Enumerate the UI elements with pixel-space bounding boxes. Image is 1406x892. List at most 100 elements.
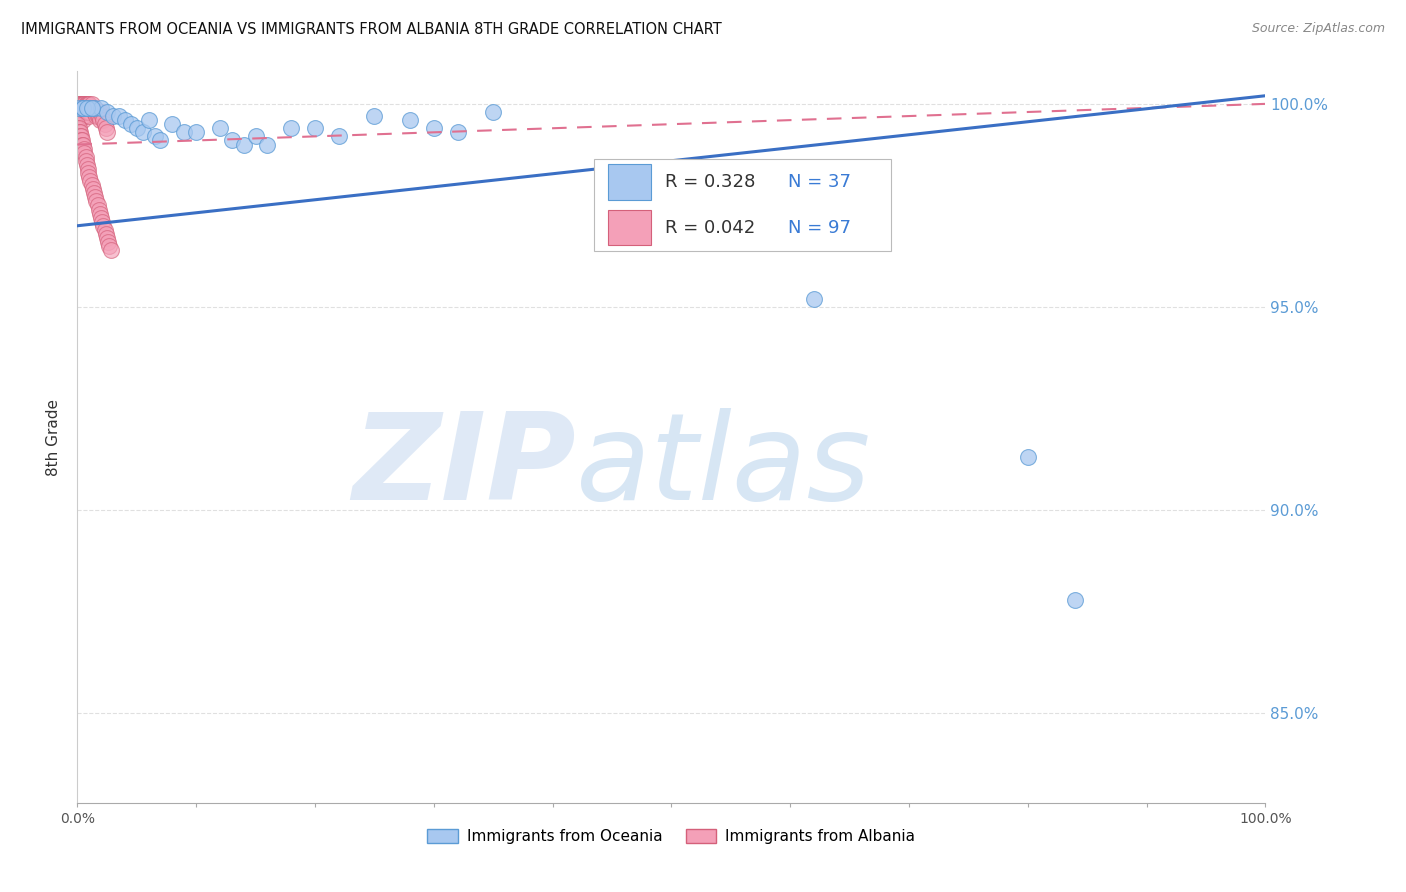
Immigrants from Oceania [363, 109, 385, 123]
Immigrants from Oceania [423, 121, 446, 136]
Immigrants from Albania [77, 96, 100, 111]
Immigrants from Albania [70, 109, 93, 123]
Immigrants from Albania [77, 169, 100, 184]
Immigrants from Albania [93, 223, 115, 237]
Immigrants from Albania [66, 105, 89, 120]
Immigrants from Albania [67, 109, 90, 123]
Immigrants from Albania [91, 109, 114, 123]
Immigrants from Albania [70, 101, 93, 115]
Immigrants from Albania [73, 101, 96, 115]
Immigrants from Oceania [80, 101, 103, 115]
Immigrants from Albania [84, 105, 107, 120]
Immigrants from Albania [87, 109, 110, 123]
Immigrants from Oceania [256, 137, 278, 152]
Immigrants from Oceania [1064, 592, 1087, 607]
Immigrants from Oceania [173, 125, 195, 139]
Immigrants from Albania [86, 198, 108, 212]
Immigrants from Albania [66, 105, 89, 120]
Immigrants from Albania [75, 153, 97, 168]
Immigrants from Oceania [803, 292, 825, 306]
Immigrants from Albania [67, 105, 90, 120]
Immigrants from Oceania [208, 121, 231, 136]
Immigrants from Albania [77, 161, 100, 176]
Immigrants from Albania [69, 113, 91, 128]
Immigrants from Oceania [162, 117, 184, 131]
Immigrants from Albania [97, 235, 120, 249]
Immigrants from Albania [69, 96, 91, 111]
Immigrants from Oceania [399, 113, 422, 128]
Immigrants from Albania [70, 96, 93, 111]
Immigrants from Albania [79, 174, 101, 188]
Immigrants from Albania [73, 105, 96, 120]
Immigrants from Albania [94, 121, 117, 136]
Immigrants from Albania [72, 113, 94, 128]
Immigrants from Albania [77, 96, 100, 111]
Immigrants from Albania [94, 227, 117, 241]
Text: N = 97: N = 97 [787, 219, 851, 236]
Immigrants from Albania [69, 109, 91, 123]
Immigrants from Albania [90, 211, 112, 225]
Immigrants from Oceania [131, 125, 153, 139]
Immigrants from Albania [70, 129, 93, 144]
Immigrants from Albania [67, 101, 90, 115]
Text: IMMIGRANTS FROM OCEANIA VS IMMIGRANTS FROM ALBANIA 8TH GRADE CORRELATION CHART: IMMIGRANTS FROM OCEANIA VS IMMIGRANTS FR… [21, 22, 721, 37]
Immigrants from Albania [67, 113, 90, 128]
Immigrants from Albania [82, 101, 104, 115]
Immigrants from Oceania [67, 101, 90, 115]
Immigrants from Albania [73, 96, 96, 111]
Text: R = 0.328: R = 0.328 [665, 173, 756, 191]
Immigrants from Albania [70, 133, 93, 147]
Immigrants from Albania [76, 96, 98, 111]
Immigrants from Albania [66, 109, 89, 123]
Immigrants from Albania [100, 243, 122, 257]
Immigrants from Oceania [232, 137, 254, 152]
Immigrants from Albania [70, 101, 93, 115]
Immigrants from Oceania [96, 105, 118, 120]
Immigrants from Oceania [101, 109, 124, 123]
Immigrants from Oceania [108, 109, 131, 123]
Immigrants from Albania [89, 113, 111, 128]
Text: atlas: atlas [576, 408, 872, 524]
Text: R = 0.042: R = 0.042 [665, 219, 755, 236]
Immigrants from Albania [77, 166, 100, 180]
Immigrants from Albania [73, 145, 96, 160]
Immigrants from Albania [77, 101, 100, 115]
Immigrants from Albania [75, 150, 97, 164]
Immigrants from Albania [67, 121, 90, 136]
Immigrants from Albania [96, 231, 118, 245]
Text: ZIP: ZIP [353, 408, 576, 524]
Immigrants from Albania [96, 125, 118, 139]
Immigrants from Oceania [482, 105, 505, 120]
Immigrants from Albania [93, 117, 115, 131]
Immigrants from Albania [83, 105, 105, 120]
Immigrants from Albania [70, 137, 93, 152]
Immigrants from Oceania [72, 101, 94, 115]
Immigrants from Albania [66, 117, 89, 131]
Text: N = 37: N = 37 [787, 173, 851, 191]
Immigrants from Albania [80, 178, 103, 193]
Immigrants from Oceania [84, 101, 107, 115]
Legend: Immigrants from Oceania, Immigrants from Albania: Immigrants from Oceania, Immigrants from… [422, 822, 921, 850]
Immigrants from Albania [87, 105, 110, 120]
Immigrants from Albania [87, 202, 110, 217]
Immigrants from Albania [72, 101, 94, 115]
Immigrants from Oceania [304, 121, 326, 136]
Immigrants from Albania [72, 109, 94, 123]
Immigrants from Albania [66, 101, 89, 115]
Immigrants from Albania [70, 133, 93, 147]
Immigrants from Albania [73, 142, 96, 156]
Immigrants from Oceania [1017, 450, 1039, 465]
Immigrants from Oceania [125, 121, 148, 136]
Immigrants from Albania [66, 101, 89, 115]
Immigrants from Albania [76, 105, 98, 120]
Immigrants from Oceania [90, 101, 112, 115]
Immigrants from Albania [89, 206, 111, 220]
Immigrants from Oceania [446, 125, 468, 139]
Immigrants from Albania [86, 109, 108, 123]
FancyBboxPatch shape [609, 164, 651, 200]
Immigrants from Albania [76, 158, 98, 172]
Immigrants from Oceania [186, 125, 208, 139]
Immigrants from Albania [77, 109, 100, 123]
Immigrants from Albania [73, 109, 96, 123]
Immigrants from Oceania [245, 129, 267, 144]
